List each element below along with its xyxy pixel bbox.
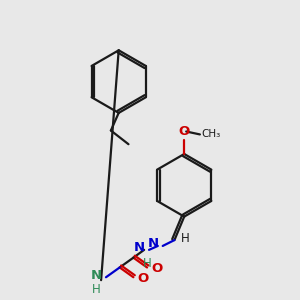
Text: N: N: [134, 242, 145, 254]
Text: H: H: [143, 257, 152, 270]
Text: CH₃: CH₃: [202, 129, 221, 140]
Text: H: H: [92, 283, 100, 296]
Text: O: O: [178, 125, 190, 138]
Text: N: N: [148, 238, 159, 250]
Text: O: O: [137, 272, 148, 285]
Text: H: H: [181, 232, 190, 244]
Text: N: N: [91, 269, 102, 282]
Text: O: O: [151, 262, 162, 275]
